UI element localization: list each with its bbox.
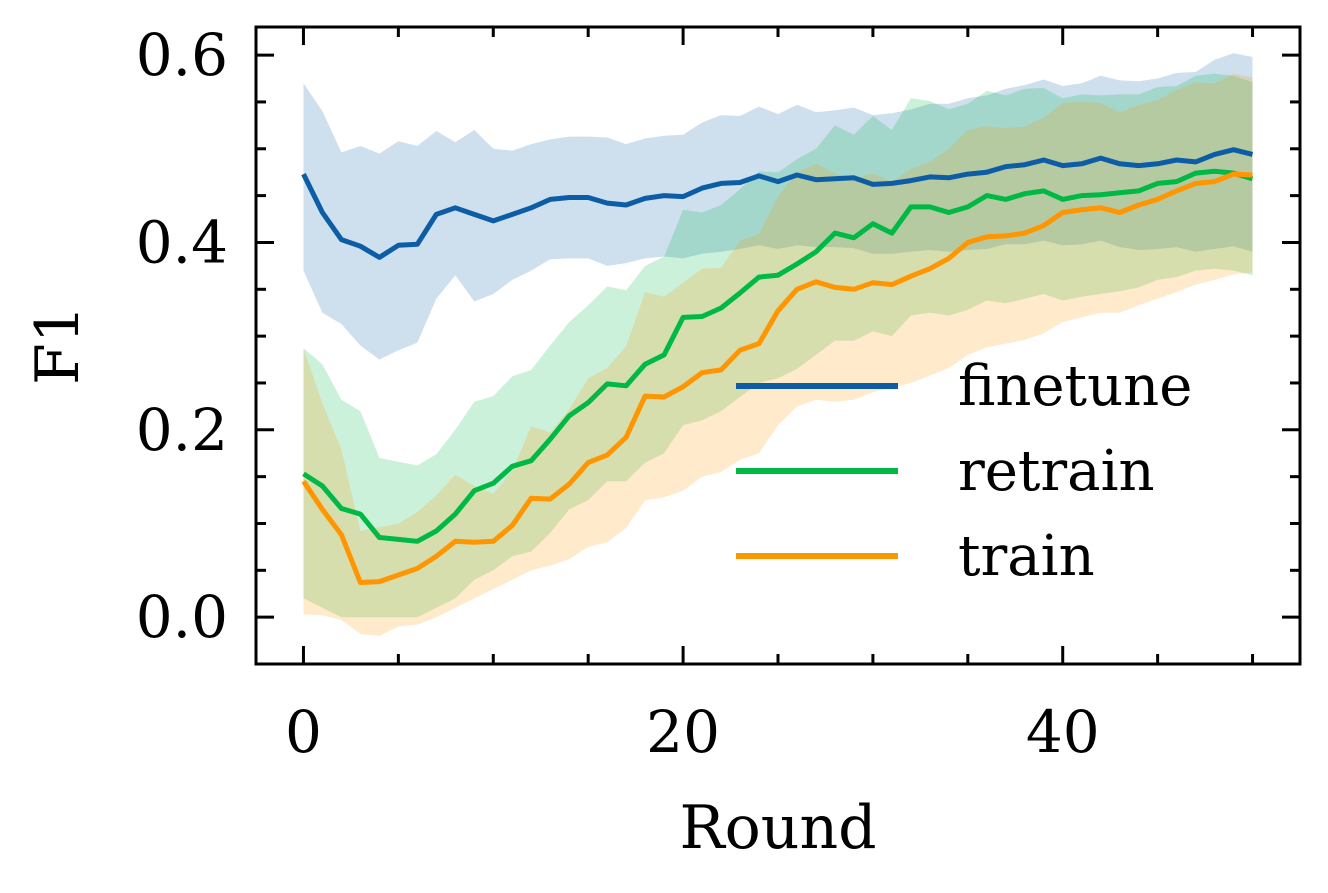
legend-label-train: train: [958, 524, 1095, 589]
legend: finetune retrain train: [736, 354, 1192, 589]
legend-label-finetune: finetune: [958, 354, 1192, 419]
axis-ticks: [256, 27, 1300, 666]
y-tick-label: 0.2: [136, 396, 228, 464]
confidence-bands: [303, 53, 1253, 636]
band-retrain: [303, 73, 1253, 618]
x-tick-label: 20: [646, 698, 720, 766]
band-finetune: [303, 53, 1253, 360]
legend-label-retrain: retrain: [958, 439, 1155, 504]
y-tick-label: 0.4: [136, 208, 228, 276]
line-finetune: [301, 147, 1254, 260]
line-retrain: [302, 168, 1254, 544]
x-tick-label: 40: [1026, 698, 1100, 766]
y-tick-label: 0.6: [136, 21, 228, 89]
plot-frame: [254, 25, 1302, 666]
y-tick-label: 0.0: [136, 583, 228, 651]
y-axis-title: F1: [23, 305, 93, 385]
x-tick-label: 0: [285, 698, 322, 766]
tick-labels: 0 20 40 0.0 0.2 0.4 0.6: [136, 21, 1100, 766]
x-axis-title: Round: [680, 793, 877, 863]
series-lines: [301, 147, 1254, 585]
line-train: [301, 171, 1253, 585]
band-train: [303, 73, 1253, 636]
